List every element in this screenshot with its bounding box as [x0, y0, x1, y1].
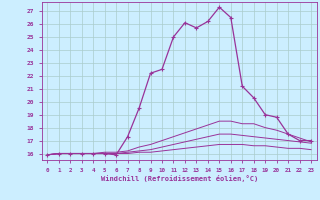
X-axis label: Windchill (Refroidissement éolien,°C): Windchill (Refroidissement éolien,°C)	[100, 175, 258, 182]
